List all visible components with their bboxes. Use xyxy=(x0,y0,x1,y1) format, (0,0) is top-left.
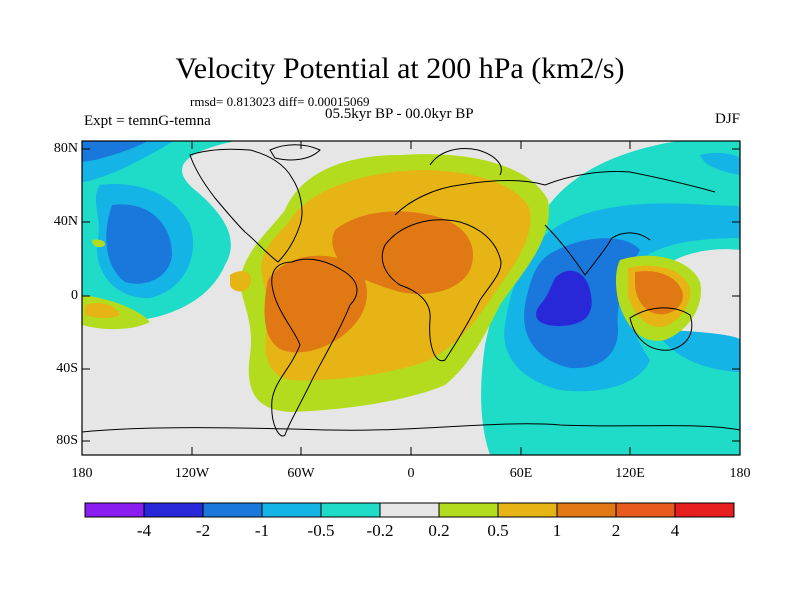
lon-label-120w: 120W xyxy=(174,466,210,481)
map-title: Velocity Potential at 200 hPa (km2/s) xyxy=(175,52,625,85)
colorbar-label: -0.5 xyxy=(307,521,335,540)
colorbar-swatch xyxy=(615,502,676,518)
lon-label-120e: 120E xyxy=(615,466,645,481)
colorbar-label: 0.5 xyxy=(487,521,509,540)
stats-text: rmsd= 0.813023 diff= 0.00015069 xyxy=(190,94,370,109)
lat-label-80n: 80N xyxy=(53,141,78,156)
colorbar-swatch xyxy=(379,502,440,518)
colorbar-label: -4 xyxy=(136,521,152,540)
coastlines xyxy=(82,144,740,437)
colorbar-label: 2 xyxy=(611,521,621,540)
lon-label-180-west: 180 xyxy=(71,466,93,481)
colorbar-label: -2 xyxy=(195,521,211,540)
colorbar-swatch xyxy=(202,502,263,518)
lat-label-40s: 40S xyxy=(56,361,78,376)
lon-label-60e: 60E xyxy=(509,466,533,481)
colorbar-swatch xyxy=(261,502,322,518)
axis-ticks xyxy=(82,141,740,455)
colorbar-swatch xyxy=(438,502,499,518)
negative-field-pacific-west xyxy=(82,141,236,330)
colorbar-swatch xyxy=(84,502,145,518)
lon-label-180-east: 180 xyxy=(729,466,751,481)
lat-label-0: 0 xyxy=(71,288,78,303)
lat-label-40n: 40N xyxy=(53,214,78,229)
lon-label-0: 0 xyxy=(407,466,415,481)
colorbar-swatch xyxy=(320,502,381,518)
colorbar-label: 4 xyxy=(670,521,680,540)
positive-field-maritime xyxy=(85,255,701,341)
colorbar-swatch xyxy=(556,502,617,518)
positive-field-atlantic xyxy=(230,154,549,412)
season-label: DJF xyxy=(714,111,740,127)
colorbar-swatch xyxy=(497,502,558,518)
lon-label-60w: 60W xyxy=(287,466,315,481)
colorbar xyxy=(84,502,735,518)
colorbar-swatch xyxy=(674,502,735,518)
colorbar-label: 1 xyxy=(552,521,562,540)
lat-label-80s: 80S xyxy=(56,433,78,448)
colorbar-swatch xyxy=(143,502,204,518)
map-plot-area xyxy=(82,141,740,455)
colorbar-label: -0.2 xyxy=(366,521,394,540)
colorbar-label: 0.2 xyxy=(428,521,450,540)
colorbar-label: -1 xyxy=(254,521,270,540)
period-text: 05.5kyr BP - 00.0kyr BP xyxy=(325,106,474,122)
experiment-text: Expt = temnG-temna xyxy=(84,113,211,129)
